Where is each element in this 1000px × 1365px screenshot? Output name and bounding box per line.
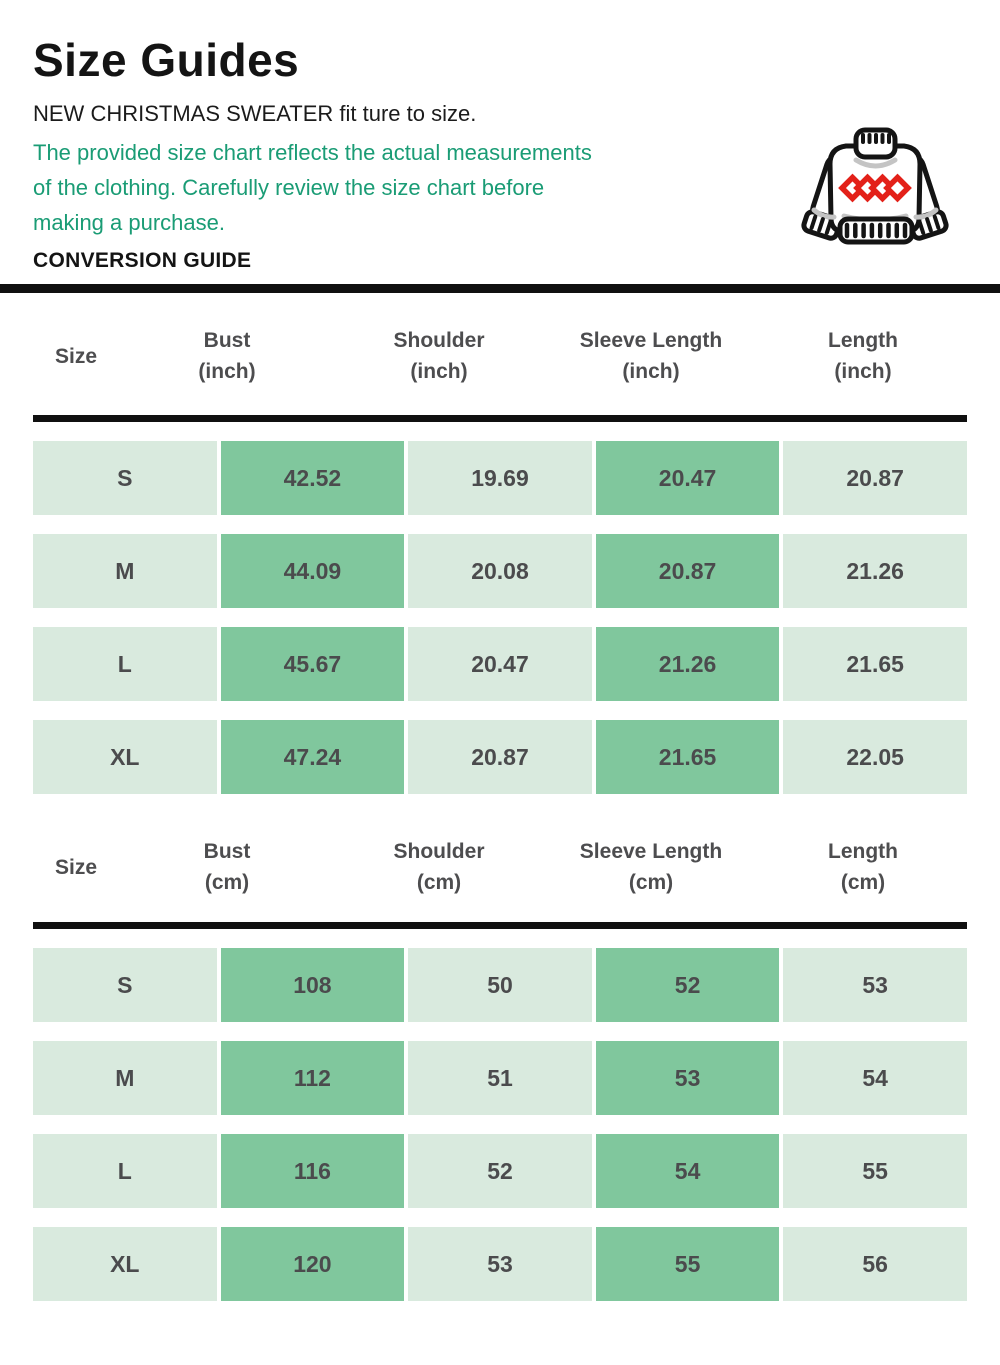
column-header-length: Length (cm): [828, 840, 898, 894]
column-header-size: Size: [54, 344, 98, 368]
length-cell: 53: [783, 948, 967, 1022]
bust-cell: 116: [220, 1134, 405, 1208]
table-header-row: Size Bust (inch) Shoulder (inch) Sleeve …: [33, 293, 967, 415]
size-cell: S: [33, 948, 217, 1022]
shoulder-cell: 53: [408, 1227, 592, 1301]
length-cell: 55: [783, 1134, 967, 1208]
size-cell: XL: [33, 1227, 217, 1301]
column-header-sleeve-length: Sleeve Length (cm): [579, 840, 723, 894]
table-row: L 116 52 54 55: [33, 1134, 967, 1208]
header-underline: [33, 922, 967, 929]
table-row: S 108 50 52 53: [33, 948, 967, 1022]
size-chart-note: The provided size chart reflects the act…: [33, 135, 967, 240]
table-row: XL 120 53 55 56: [33, 1227, 967, 1301]
column-header-shoulder: Shoulder (cm): [393, 840, 485, 894]
table-row: M 44.09 20.08 20.87 21.26: [33, 534, 967, 608]
size-cell: S: [33, 441, 217, 515]
bust-cell: 45.67: [220, 627, 405, 701]
length-cell: 21.65: [783, 627, 967, 701]
length-cell: 21.26: [783, 534, 967, 608]
shoulder-cell: 20.47: [408, 627, 592, 701]
header-section: Size Guides NEW CHRISTMAS SWEATER fit tu…: [0, 34, 1000, 274]
shoulder-cell: 51: [408, 1041, 592, 1115]
sleeve-length-cell: 54: [595, 1134, 780, 1208]
length-cell: 54: [783, 1041, 967, 1115]
sleeve-length-cell: 55: [595, 1227, 780, 1301]
shoulder-cell: 50: [408, 948, 592, 1022]
column-header-length: Length (inch): [828, 329, 898, 383]
bust-cell: 120: [220, 1227, 405, 1301]
sleeve-length-cell: 21.26: [595, 627, 780, 701]
bust-cell: 112: [220, 1041, 405, 1115]
size-cell: M: [33, 1041, 217, 1115]
table-row: S 42.52 19.69 20.47 20.87: [33, 441, 967, 515]
bust-cell: 44.09: [220, 534, 405, 608]
fit-subtitle: NEW CHRISTMAS SWEATER fit ture to size.: [33, 101, 477, 126]
sleeve-length-cell: 53: [595, 1041, 780, 1115]
size-cell: XL: [33, 720, 217, 794]
length-cell: 56: [783, 1227, 967, 1301]
sleeve-length-cell: 52: [595, 948, 780, 1022]
note-line: The provided size chart reflects the act…: [33, 140, 592, 165]
size-table-inch: Size Bust (inch) Shoulder (inch) Sleeve …: [33, 293, 967, 1301]
conversion-guide-label: CONVERSION GUIDE: [33, 249, 252, 272]
page-title: Size Guides: [33, 34, 300, 86]
bust-cell: 42.52: [220, 441, 405, 515]
table-row: XL 47.24 20.87 21.65 22.05: [33, 720, 967, 794]
christmas-sweater-icon: [801, 127, 949, 245]
length-cell: 22.05: [783, 720, 967, 794]
size-cell: L: [33, 1134, 217, 1208]
shoulder-cell: 19.69: [408, 441, 592, 515]
shoulder-cell: 20.87: [408, 720, 592, 794]
note-line: making a purchase.: [33, 210, 225, 235]
sleeve-length-cell: 21.65: [595, 720, 780, 794]
size-cell: M: [33, 534, 217, 608]
column-header-size: Size: [54, 855, 98, 879]
header-underline: [33, 415, 967, 422]
table-header-row: Size Bust (cm) Shoulder (cm) Sleeve Leng…: [33, 794, 967, 922]
sleeve-length-cell: 20.87: [595, 534, 780, 608]
shoulder-cell: 20.08: [408, 534, 592, 608]
table-row: L 45.67 20.47 21.26 21.65: [33, 627, 967, 701]
length-cell: 20.87: [783, 441, 967, 515]
column-header-bust: Bust (cm): [203, 840, 251, 894]
size-cell: L: [33, 627, 217, 701]
bust-cell: 108: [220, 948, 405, 1022]
note-line: of the clothing. Carefully review the si…: [33, 175, 545, 200]
shoulder-cell: 52: [408, 1134, 592, 1208]
column-header-bust: Bust (inch): [198, 329, 256, 383]
table-row: M 112 51 53 54: [33, 1041, 967, 1115]
top-divider: [0, 284, 1000, 293]
bust-cell: 47.24: [220, 720, 405, 794]
column-header-sleeve-length: Sleeve Length (inch): [579, 329, 723, 383]
sleeve-length-cell: 20.47: [595, 441, 780, 515]
size-guide-page: Size Guides NEW CHRISTMAS SWEATER fit tu…: [0, 34, 1000, 1365]
column-header-shoulder: Shoulder (inch): [393, 329, 485, 383]
